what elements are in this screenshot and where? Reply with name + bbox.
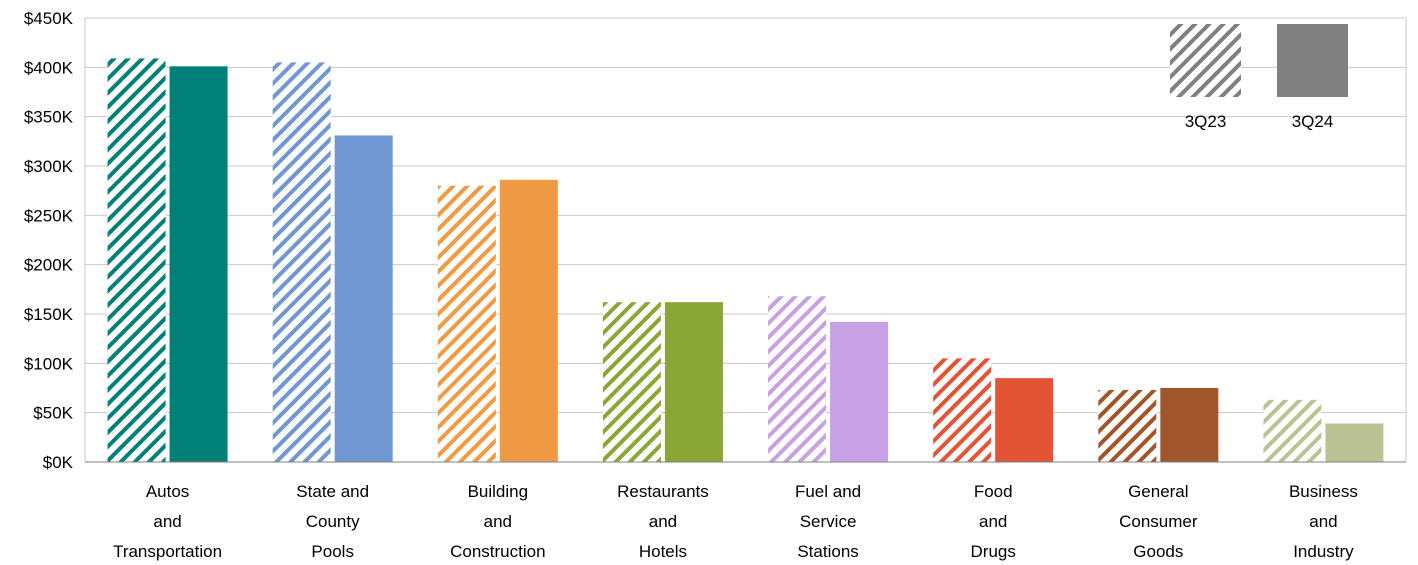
bar-3q24 xyxy=(1325,423,1384,462)
x-tick-label: Fuel and Service Stations xyxy=(795,482,861,561)
x-tick-label: General Consumer Goods xyxy=(1119,482,1198,561)
x-tick-label: Building and Construction xyxy=(450,482,545,561)
x-tick-label: Restaurants and Hotels xyxy=(617,482,709,561)
y-tick-label: $450K xyxy=(24,9,74,28)
y-tick-label: $400K xyxy=(24,58,74,77)
y-tick-label: $350K xyxy=(24,108,74,127)
bar-3q24 xyxy=(830,321,889,462)
x-tick-label: Autos and Transportation xyxy=(113,482,222,561)
legend-label-3q23: 3Q23 xyxy=(1185,112,1227,131)
bar-3q24 xyxy=(499,179,558,462)
bar-3q24 xyxy=(995,378,1054,462)
x-tick-label: Food and Drugs xyxy=(971,482,1016,561)
bar-3q24 xyxy=(1160,388,1219,462)
y-tick-label: $250K xyxy=(24,206,74,225)
y-tick-label: $150K xyxy=(24,305,74,324)
bar-3q23 xyxy=(272,62,331,463)
bar-3q24 xyxy=(334,135,393,462)
legend-label-3q24: 3Q24 xyxy=(1292,112,1334,131)
bar-3q23 xyxy=(107,58,166,462)
y-tick-label: $50K xyxy=(33,404,73,423)
y-tick-label: $0K xyxy=(43,453,74,472)
y-tick-label: $200K xyxy=(24,256,74,275)
axes xyxy=(84,17,1407,463)
bar-3q23 xyxy=(933,358,992,462)
bar-3q23 xyxy=(768,296,827,462)
bar-3q23 xyxy=(602,302,661,462)
x-axis-tick-labels: Autos and Transportation State and County Poo… xyxy=(113,482,1358,561)
legend-swatch-3q24 xyxy=(1277,24,1348,97)
bar-3q23 xyxy=(437,185,496,462)
legend: 3Q23 3Q24 xyxy=(1170,24,1348,131)
x-tick-label: State and County Pools xyxy=(296,482,369,561)
legend-swatch-3q23 xyxy=(1170,24,1241,97)
bar-3q23 xyxy=(1263,399,1322,462)
y-tick-label: $100K xyxy=(24,354,74,373)
x-tick-label: Business and Industry xyxy=(1289,482,1358,561)
bar-3q24 xyxy=(664,302,723,462)
bar-3q23 xyxy=(1098,389,1157,462)
y-tick-label: $300K xyxy=(24,157,74,176)
bar-3q24 xyxy=(169,66,228,462)
bars xyxy=(107,58,1384,463)
y-axis-tick-labels: $0K $50K $100K $150K $200K $250K $300K $350K $40… xyxy=(24,9,74,472)
